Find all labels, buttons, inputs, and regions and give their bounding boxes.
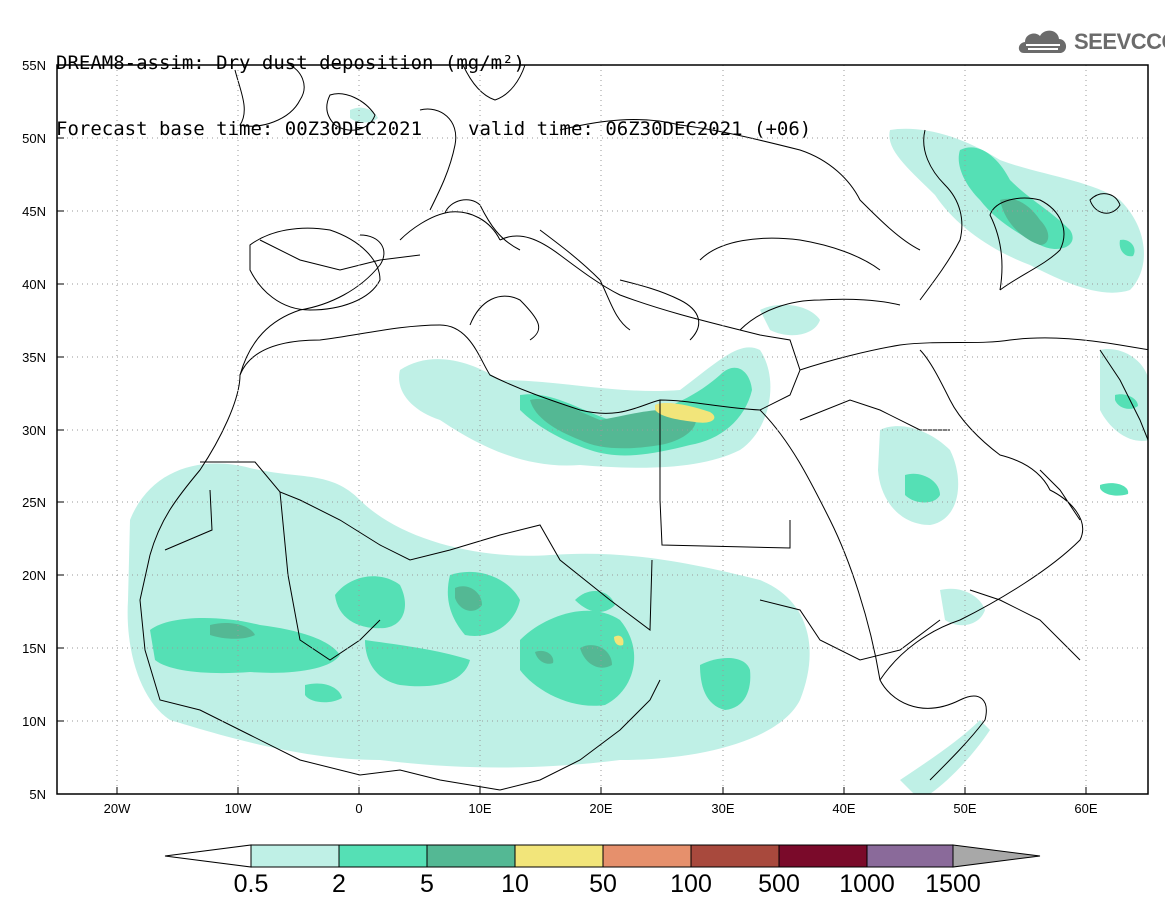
lat-label: 40N — [22, 277, 46, 292]
axis-ticks — [57, 137, 1087, 794]
lon-label: 50E — [953, 801, 976, 816]
colorbar-high-arrow — [952, 844, 1041, 868]
colorbar-label: 5 — [420, 870, 434, 898]
cloud-icon — [1018, 30, 1067, 53]
colorbar-label: 1000 — [839, 870, 895, 898]
lat-label: 45N — [22, 204, 46, 219]
lat-label: 55N — [22, 58, 46, 73]
lon-label: 0 — [355, 801, 362, 816]
colorbar-swatch — [514, 844, 604, 868]
lon-label: 30E — [711, 801, 734, 816]
colorbar-label: 1500 — [925, 870, 981, 898]
coastlines-borders — [139, 65, 1148, 791]
lon-label: 60E — [1074, 801, 1097, 816]
lat-label: 5N — [29, 787, 46, 802]
colorbar-swatch — [778, 844, 868, 868]
colorbar-swatch — [866, 844, 954, 868]
lon-label: 20W — [104, 801, 131, 816]
dust-deposition-layer — [127, 107, 1148, 794]
seevccc-logo: SEEVCCC — [1016, 25, 1165, 59]
graticule — [57, 65, 1148, 794]
lat-label: 10N — [22, 714, 46, 729]
forecast-base-time: Forecast base time: 00Z30DEC2021 — [56, 118, 423, 140]
colorbar-low-arrow — [164, 844, 252, 868]
colorbar-label: 0.5 — [234, 870, 269, 898]
lon-label: 20E — [589, 801, 612, 816]
map-header: DREAM8-assim: Dry dust deposition (mg/m²… — [56, 8, 811, 162]
lat-label: 20N — [22, 568, 46, 583]
lon-label: 10W — [225, 801, 252, 816]
colorbar-label: 500 — [758, 870, 800, 898]
lat-label: 35N — [22, 350, 46, 365]
valid-time: valid time: 06Z30DEC2021 (+06) — [468, 118, 812, 140]
logo-text: SEEVCCC — [1074, 29, 1165, 54]
colorbar-label: 50 — [589, 870, 617, 898]
colorbar-swatch — [690, 844, 780, 868]
lat-label: 50N — [22, 131, 46, 146]
colorbar-swatch — [426, 844, 516, 868]
lon-label: 40E — [832, 801, 855, 816]
colorbar-swatch — [602, 844, 692, 868]
colorbar-label: 2 — [332, 870, 346, 898]
lon-label: 10E — [468, 801, 491, 816]
lat-label: 15N — [22, 641, 46, 656]
colorbar — [164, 844, 1041, 868]
colorbar-swatch — [250, 844, 340, 868]
map-title: DREAM8-assim: Dry dust deposition (mg/m²… — [56, 52, 525, 74]
colorbar-label: 100 — [670, 870, 712, 898]
colorbar-label: 10 — [501, 870, 529, 898]
colorbar-swatch — [338, 844, 428, 868]
lat-label: 25N — [22, 495, 46, 510]
lat-label: 30N — [22, 423, 46, 438]
